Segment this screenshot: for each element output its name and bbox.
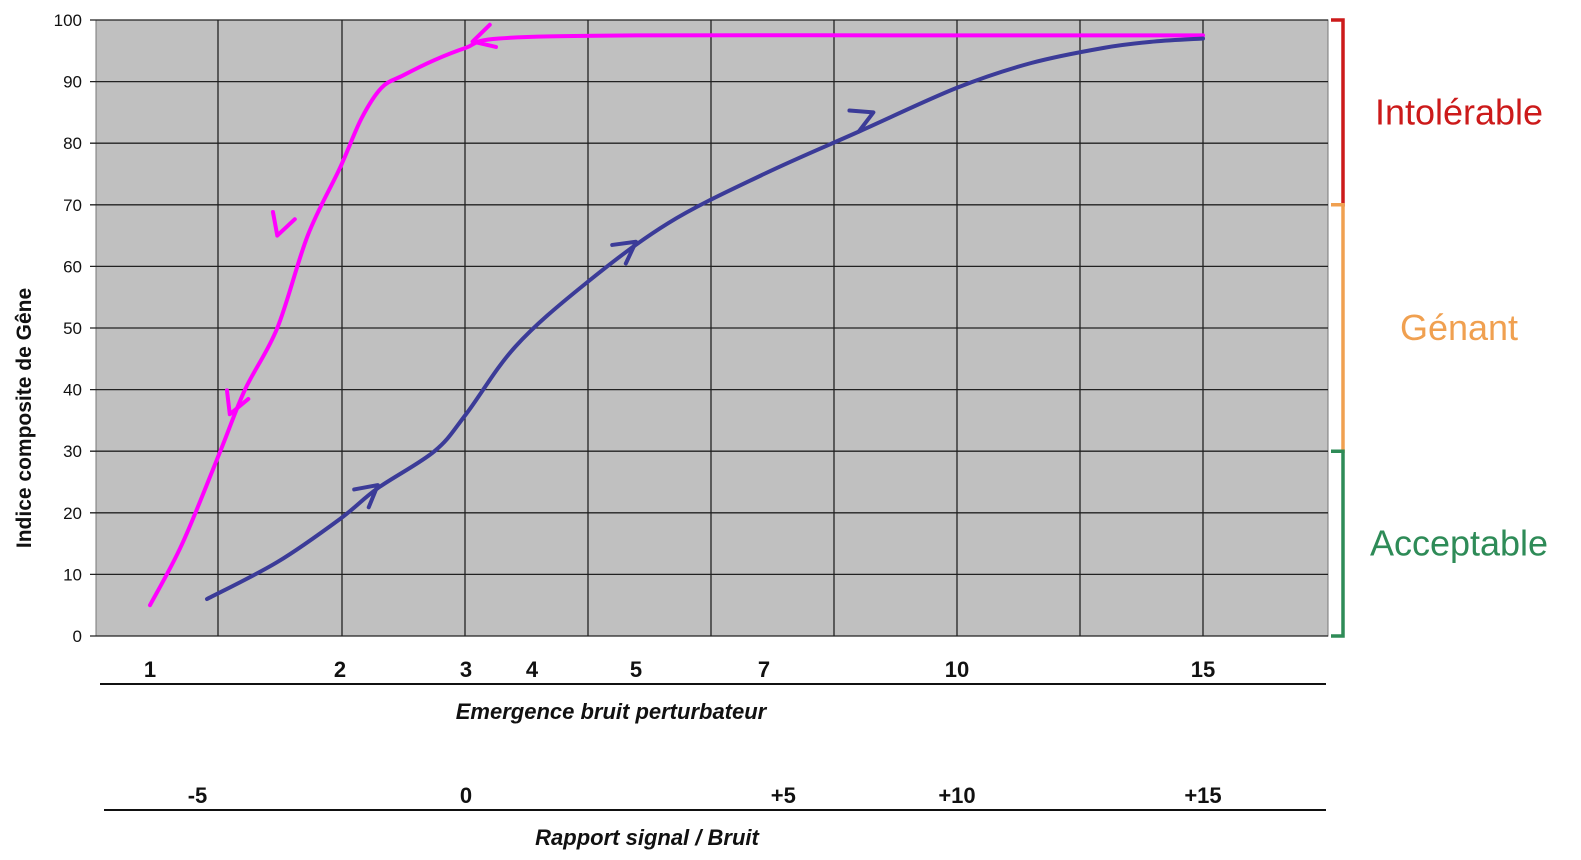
y-tick-label: 70 xyxy=(63,196,82,215)
series-line-blue xyxy=(205,36,1205,602)
x-tick-label-emergence: 10 xyxy=(945,657,969,682)
y-tick-label: 50 xyxy=(63,319,82,338)
x-tick-label-signal-noise: 0 xyxy=(460,783,472,808)
x-tick-label-emergence: 7 xyxy=(758,657,770,682)
arrow-blue xyxy=(847,108,876,134)
grid-lines xyxy=(90,19,1328,637)
y-tick-label: 60 xyxy=(63,257,82,276)
arrow-magenta xyxy=(224,388,251,417)
zone-bracket xyxy=(1331,18,1345,207)
zone-bracket xyxy=(1331,449,1345,638)
x-tick-label-emergence: 1 xyxy=(144,657,156,682)
x-axis-secondary-title: Rapport signal / Bruit xyxy=(535,825,760,850)
y-tick-label: 90 xyxy=(63,73,82,92)
y-tick-label: 30 xyxy=(63,442,82,461)
series-group xyxy=(148,22,1205,608)
x-axis-primary-title: Emergence bruit perturbateur xyxy=(456,699,768,724)
y-tick-label: 0 xyxy=(73,627,82,646)
x-tick-label-signal-noise: -5 xyxy=(188,783,208,808)
zone-bracket xyxy=(1331,203,1345,453)
y-axis-title: Indice composite de Gêne xyxy=(13,288,36,548)
x-tick-label-emergence: 5 xyxy=(630,657,642,682)
y-tick-label: 100 xyxy=(54,11,82,30)
x-tick-label-signal-noise: +10 xyxy=(938,783,975,808)
arrow-blue xyxy=(610,239,638,266)
y-tick-label: 40 xyxy=(63,381,82,400)
arrow-magenta xyxy=(470,22,498,49)
x-tick-label-signal-noise: +5 xyxy=(771,783,796,808)
x-tick-label-emergence: 4 xyxy=(526,657,539,682)
zone-label: Génant xyxy=(1400,307,1518,348)
x-tick-label-emergence: 2 xyxy=(334,657,346,682)
y-tick-label: 20 xyxy=(63,504,82,523)
x-tick-label-emergence: 3 xyxy=(460,657,472,682)
zone-label: Acceptable xyxy=(1370,523,1548,564)
x-tick-label-signal-noise: +15 xyxy=(1184,783,1221,808)
zone-label: Intolérable xyxy=(1375,91,1543,132)
zone-brackets: Intolérable Génant Acceptable xyxy=(1331,18,1548,638)
y-tick-labels: 0 10 20 30 40 50 60 70 80 90 100 xyxy=(54,11,82,646)
arrow-magenta xyxy=(270,209,297,238)
y-tick-label: 10 xyxy=(63,565,82,584)
y-tick-label: 80 xyxy=(63,134,82,153)
x-tick-labels: 1 2 3 4 5 7 10 15 -5 0 +5 +10 +15 xyxy=(144,657,1222,808)
arrow-blue xyxy=(352,483,380,510)
x-tick-label-emergence: 15 xyxy=(1191,657,1215,682)
